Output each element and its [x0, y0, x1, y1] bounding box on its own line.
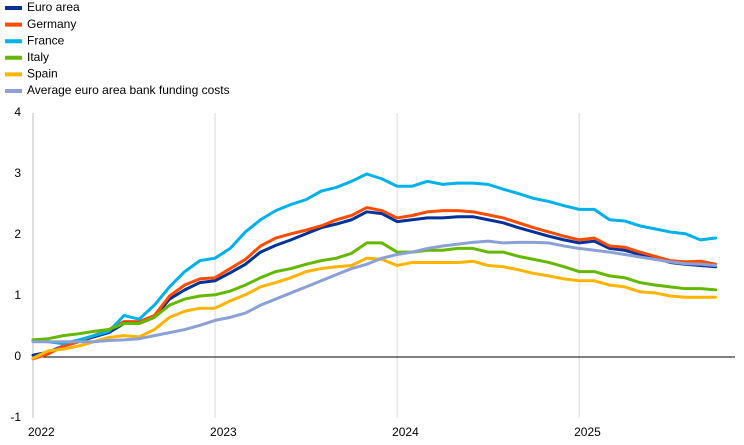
- legend-label: France: [27, 33, 65, 47]
- y-tick-label: 0: [14, 349, 21, 363]
- legend-label: Germany: [27, 17, 76, 31]
- y-tick-label: 2: [14, 227, 21, 241]
- legend-label: Euro area: [27, 0, 80, 14]
- x-tick-label: 2023: [210, 425, 237, 439]
- series-line: [31, 210, 718, 357]
- series-line: [31, 206, 718, 361]
- series-line: [31, 256, 718, 360]
- series-line: [31, 239, 718, 344]
- legend-label: Spain: [27, 67, 58, 81]
- x-tick-label: 2024: [392, 425, 419, 439]
- y-tick-label: -1: [10, 410, 21, 424]
- y-tick-label: 1: [14, 288, 21, 302]
- legend-label: Average euro area bank funding costs: [27, 83, 230, 97]
- x-tick-label: 2025: [574, 425, 601, 439]
- y-tick-label: 4: [14, 105, 21, 119]
- series-line: [31, 172, 718, 346]
- legend-label: Italy: [27, 50, 49, 64]
- x-tick-label: 2022: [28, 425, 55, 439]
- series-line: [31, 241, 718, 342]
- y-tick-label: 3: [14, 166, 21, 180]
